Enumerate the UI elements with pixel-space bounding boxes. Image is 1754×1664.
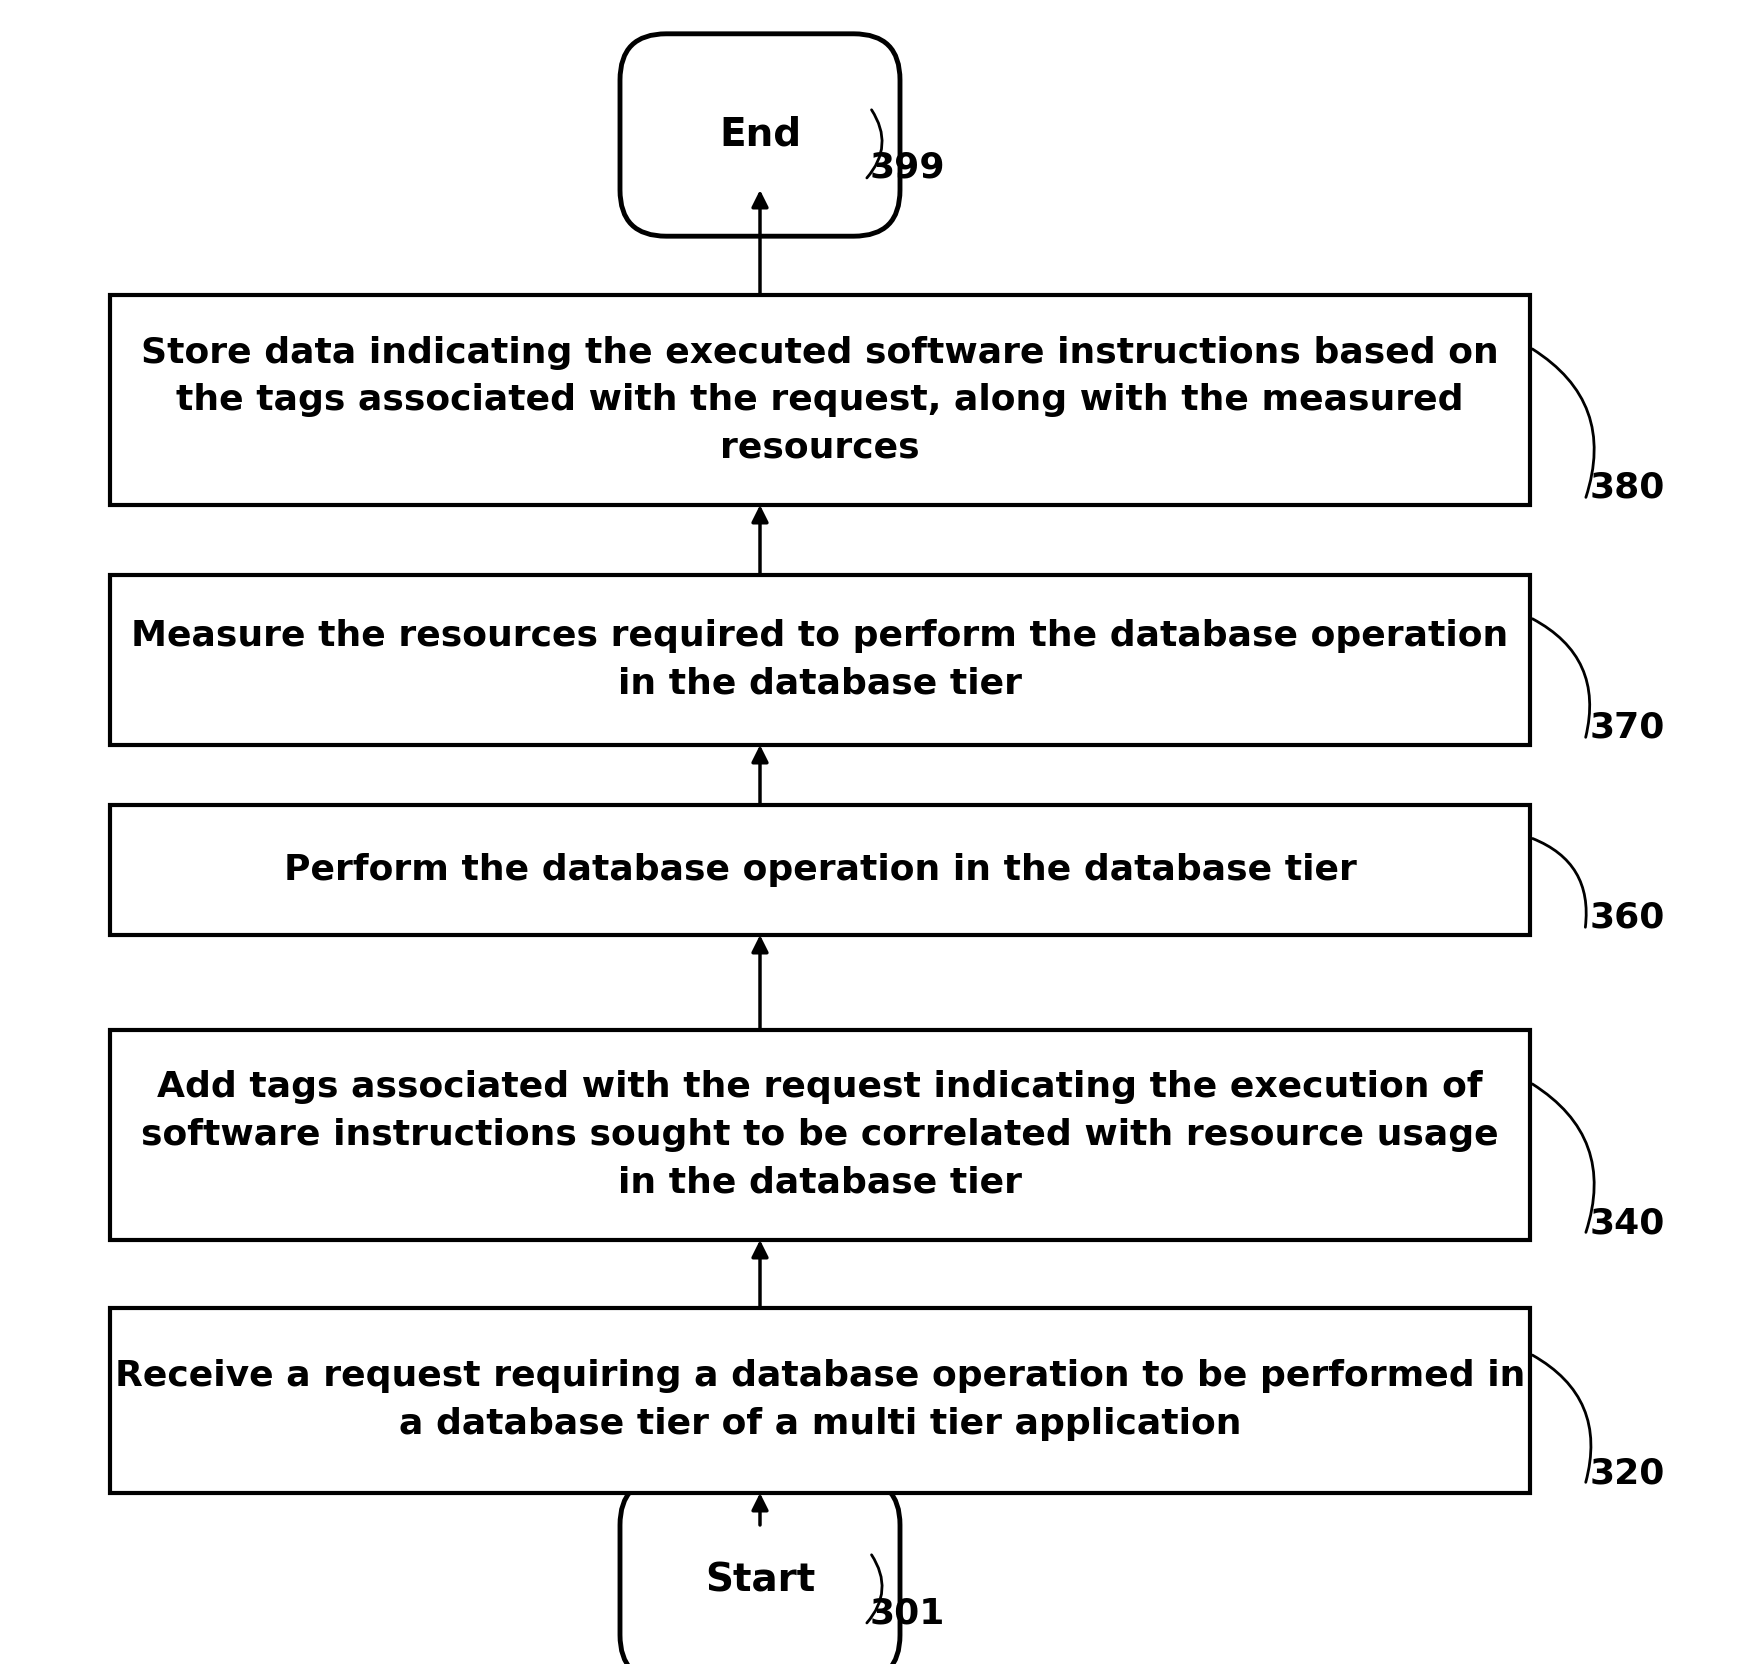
Text: Receive a request requiring a database operation to be performed in
a database t: Receive a request requiring a database o… bbox=[114, 1359, 1526, 1441]
Text: 370: 370 bbox=[1589, 711, 1665, 745]
Text: 399: 399 bbox=[870, 151, 945, 185]
Text: 340: 340 bbox=[1589, 1206, 1665, 1240]
FancyBboxPatch shape bbox=[619, 33, 900, 236]
Bar bbox=[111, 1308, 1529, 1493]
Text: Add tags associated with the request indicating the execution of
software instru: Add tags associated with the request ind… bbox=[140, 1070, 1500, 1200]
Bar bbox=[111, 576, 1529, 745]
Text: Start: Start bbox=[705, 1561, 816, 1599]
Bar bbox=[111, 805, 1529, 935]
Text: Store data indicating the executed software instructions based on
the tags assoc: Store data indicating the executed softw… bbox=[140, 336, 1500, 464]
Text: Measure the resources required to perform the database operation
in the database: Measure the resources required to perfor… bbox=[132, 619, 1508, 701]
Text: 380: 380 bbox=[1589, 471, 1665, 504]
Text: 320: 320 bbox=[1589, 1456, 1665, 1489]
FancyBboxPatch shape bbox=[619, 1479, 900, 1664]
Bar bbox=[111, 295, 1529, 504]
Bar bbox=[111, 1030, 1529, 1240]
Text: End: End bbox=[719, 116, 802, 155]
Text: 360: 360 bbox=[1589, 900, 1665, 935]
Text: Perform the database operation in the database tier: Perform the database operation in the da… bbox=[284, 854, 1356, 887]
Text: 301: 301 bbox=[870, 1596, 945, 1631]
